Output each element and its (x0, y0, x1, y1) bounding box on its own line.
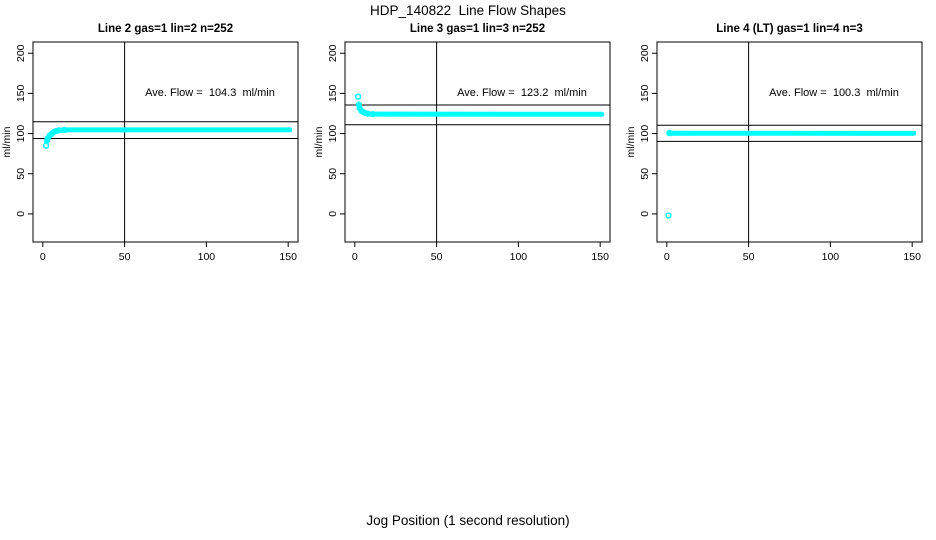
subplot-title: Line 4 (LT) gas=1 lin=4 n=3 (716, 23, 862, 35)
x-tick-label: 0 (40, 251, 46, 263)
ave-flow-annotation: Ave. Flow = 123.2 ml/min (457, 87, 587, 99)
subplot-title: Line 3 gas=1 lin=3 n=252 (410, 23, 545, 35)
x-tick-label: 50 (431, 251, 443, 263)
data-point (355, 101, 363, 108)
y-tick-label: 50 (327, 168, 339, 180)
flow-band (44, 127, 293, 144)
ave-flow-annotation: Ave. Flow = 104.3 ml/min (145, 87, 275, 99)
y-tick-label: 50 (15, 168, 27, 180)
figure-title: HDP_140822 Line Flow Shapes (370, 3, 566, 18)
x-tick-label: 150 (591, 251, 609, 263)
x-tick-label: 150 (279, 251, 297, 263)
subplot-row: Line 2 gas=1 lin=2 n=252 0 50 100 150 0 50 100 1… (1, 23, 923, 263)
data-point (369, 111, 376, 118)
data-point (361, 109, 368, 116)
data-point (60, 126, 68, 133)
plot-frame (656, 41, 923, 243)
y-axis-label: ml/min (313, 126, 325, 157)
x-tick-label: 100 (510, 251, 528, 263)
y-tick-label: 0 (639, 211, 651, 217)
y-tick-label: 100 (639, 125, 651, 143)
data-point (52, 128, 60, 135)
x-axis-label: Jog Position (1 second resolution) (366, 513, 570, 528)
x-tick-label: 50 (743, 251, 755, 263)
data-point-outlier (42, 142, 50, 149)
y-tick-label: 100 (327, 125, 339, 143)
subplot-2: Line 3 gas=1 lin=3 n=252 0 50 100 150 0 50 100 1… (313, 23, 611, 263)
y-tick-label: 200 (639, 44, 651, 62)
y-tick-label: 200 (15, 44, 27, 62)
x-tick-label: 100 (822, 251, 840, 263)
y-tick-label: 200 (327, 44, 339, 62)
subplot-1: Line 2 gas=1 lin=2 n=252 0 50 100 150 0 50 100 1… (1, 23, 299, 263)
y-axis-label: ml/min (1, 126, 13, 157)
data-point-outlier (665, 212, 672, 219)
x-tick-label: 0 (664, 251, 670, 263)
subplot-title: Line 2 gas=1 lin=2 n=252 (98, 23, 233, 35)
y-axis-label: ml/min (625, 126, 637, 157)
x-tick-label: 150 (903, 251, 921, 263)
y-tick-label: 150 (15, 84, 27, 102)
plot-frame (32, 41, 299, 243)
plot-frame (344, 41, 611, 243)
data-point-outlier (354, 93, 362, 100)
y-tick-label: 0 (15, 211, 27, 217)
ave-flow-annotation: Ave. Flow = 100.3 ml/min (769, 87, 899, 99)
flow-band (356, 102, 605, 117)
y-tick-label: 100 (15, 125, 27, 143)
x-tick-label: 100 (198, 251, 216, 263)
subplot-3: Line 4 (LT) gas=1 lin=4 n=3 0 50 100 150 0 50 1… (625, 23, 923, 263)
x-tick-label: 50 (119, 251, 131, 263)
y-tick-label: 150 (327, 84, 339, 102)
y-tick-label: 150 (639, 84, 651, 102)
y-tick-label: 50 (639, 168, 651, 180)
data-point (666, 130, 674, 137)
y-tick-label: 0 (327, 211, 339, 217)
x-tick-label: 0 (352, 251, 358, 263)
